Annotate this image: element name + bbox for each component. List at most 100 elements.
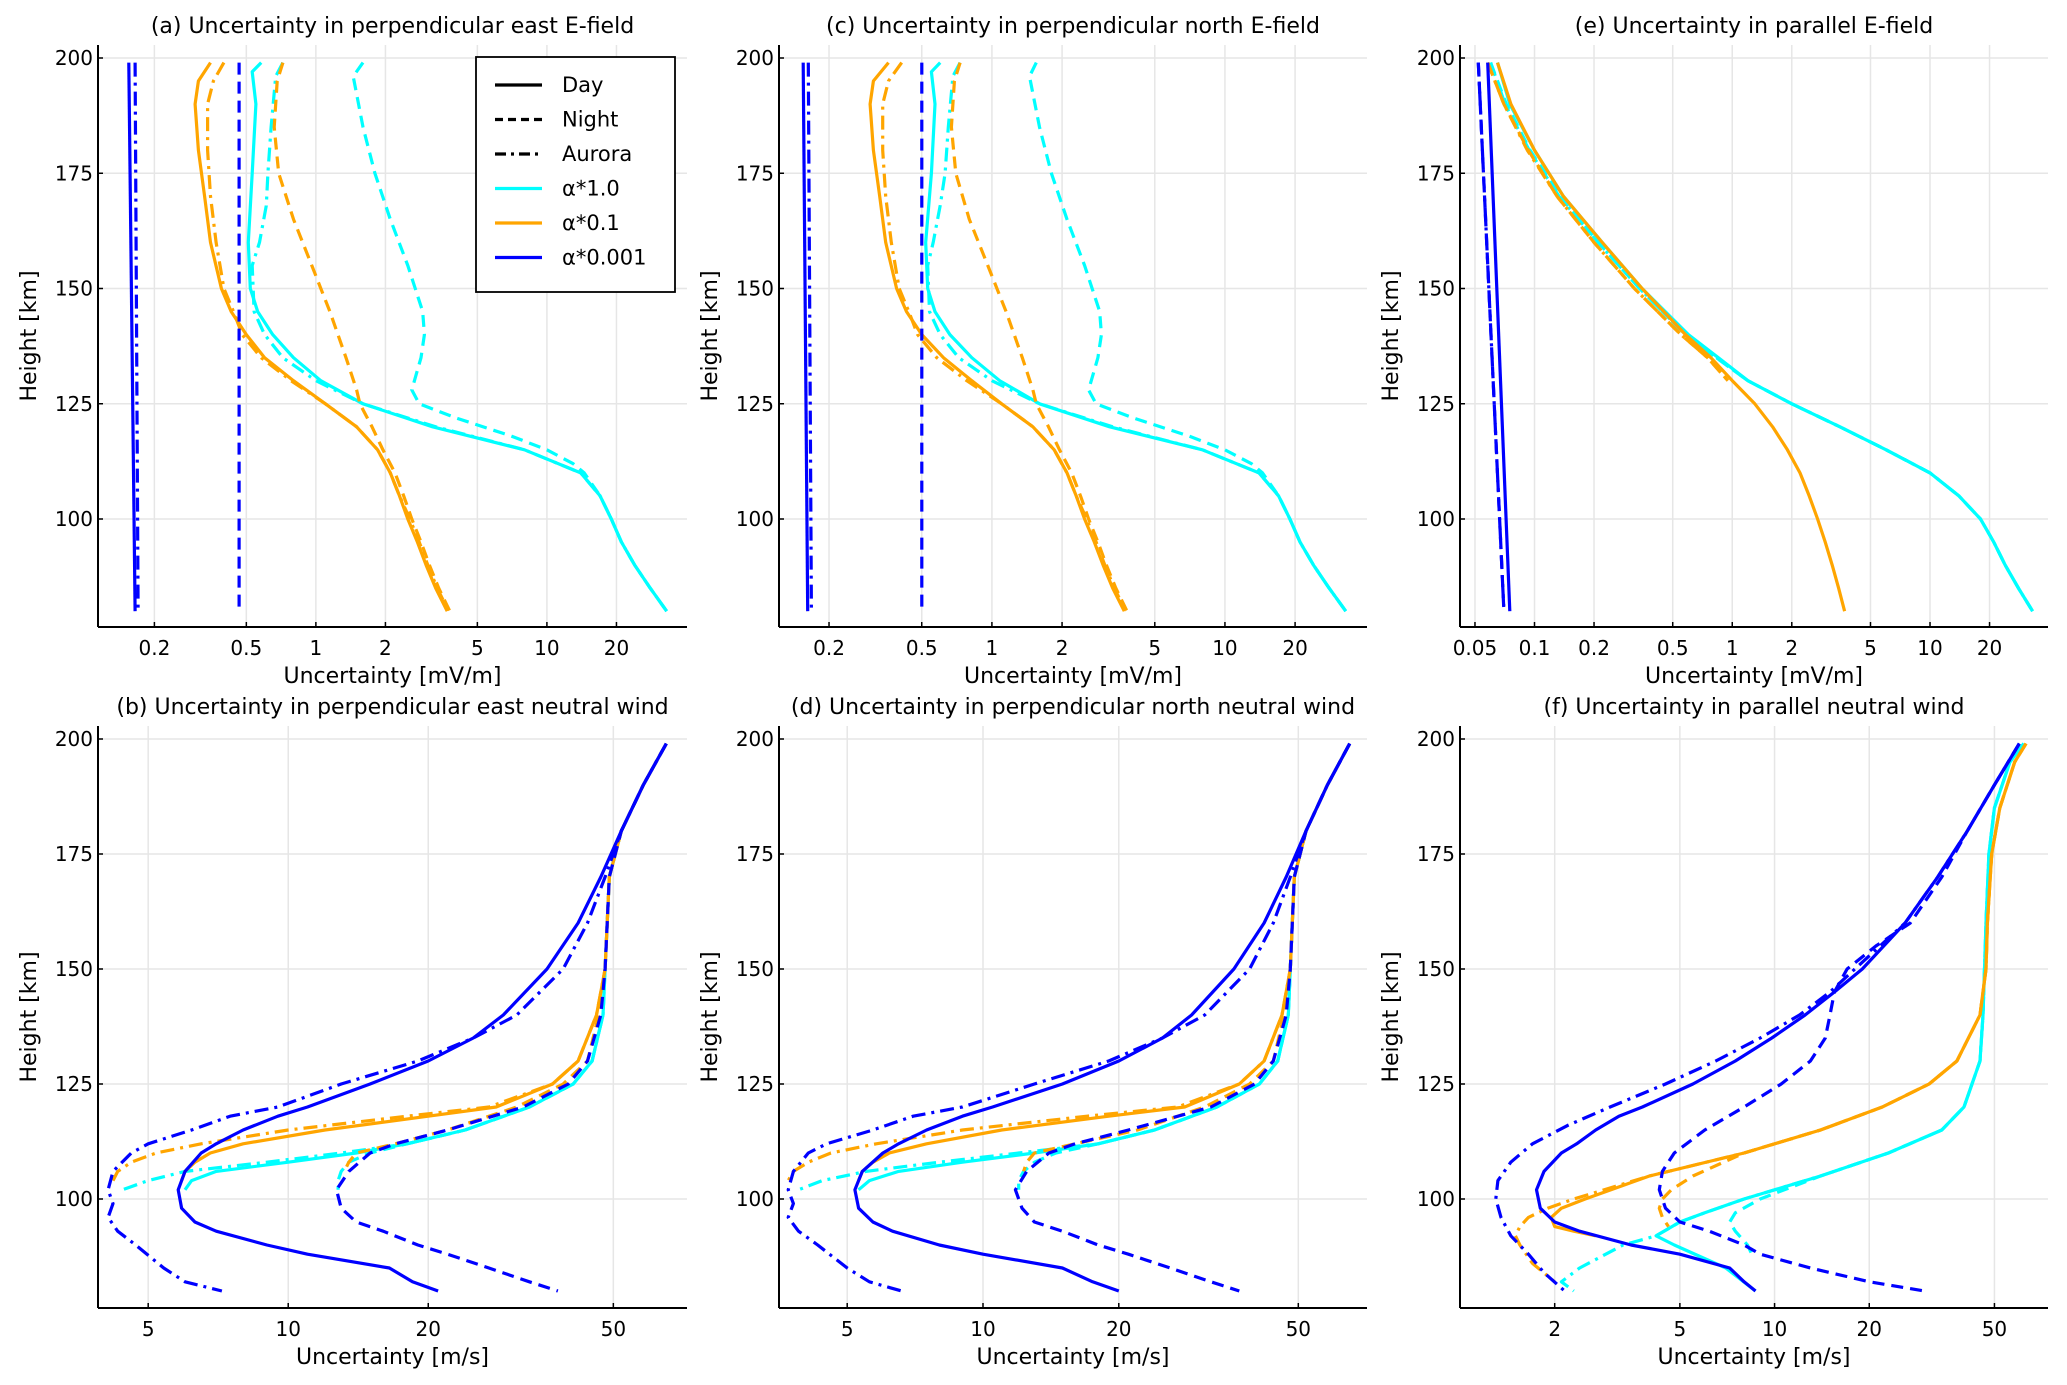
series-line--0-1-night — [1486, 62, 1730, 382]
x-axis-label: Uncertainty [mV/m] — [964, 664, 1182, 689]
series-line--0-1-aurora — [111, 742, 668, 1182]
panel-f: 2 5 10 20 50 100 125 150 175 200 (f) Uncertainty i… — [1379, 695, 2048, 1370]
x-tick-label: 20 — [1106, 1317, 1131, 1341]
series-line--0-1-aurora — [786, 742, 1352, 1182]
series-line--0-001-aurora — [133, 62, 140, 612]
y-axis-label: Height [km] — [1379, 951, 1404, 1082]
panel-title: (b) Uncertainty in perpendicular east ne… — [116, 695, 668, 720]
series-line--0-001-day — [801, 62, 810, 612]
series-group — [801, 61, 1348, 613]
x-axis-label: Uncertainty [m/s] — [296, 1345, 489, 1370]
x-tick-label: 50 — [1286, 1317, 1311, 1341]
series-line--1-0-night — [1027, 61, 1348, 613]
y-tick-label: 125 — [1417, 1072, 1455, 1096]
series-line--1-0-aurora — [250, 61, 669, 613]
series-line--0-001-day — [853, 742, 1352, 1293]
y-tick-label: 175 — [1417, 161, 1455, 185]
series-line--0-1-aurora — [1513, 742, 2028, 1284]
series-line--1-0-aurora — [926, 61, 1348, 613]
panel-title: (e) Uncertainty in parallel E-field — [1575, 14, 1933, 39]
series-line--0-001-night — [334, 742, 668, 1293]
x-tick-label: 5 — [1864, 636, 1877, 660]
series-line--0-1-day — [193, 61, 449, 612]
series-line--0-1-aurora — [206, 61, 450, 612]
series-line--1-0-night — [1728, 742, 2026, 1260]
x-tick-label: 0.5 — [1657, 636, 1689, 660]
series-line--0-1-day — [1549, 742, 2028, 1238]
y-tick-label: 175 — [736, 842, 774, 866]
x-axis-label: Uncertainty [m/s] — [977, 1345, 1170, 1370]
x-tick-label: 20 — [416, 1317, 441, 1341]
series-line--0-1-aurora — [1486, 62, 1730, 382]
series-line--0-001-day — [1534, 742, 2021, 1293]
y-axis-label: Height [km] — [17, 951, 42, 1082]
x-tick-label: 5 — [471, 636, 484, 660]
series-line--0-001-aurora — [106, 742, 668, 1293]
series-line--1-0-day — [857, 742, 1352, 1192]
legend-label: Day — [562, 73, 603, 97]
y-axis-label: Height [km] — [1379, 270, 1404, 401]
y-tick-label: 200 — [736, 727, 774, 751]
y-tick-label: 175 — [1417, 842, 1455, 866]
y-tick-label: 125 — [55, 392, 93, 416]
series-line--0-1-day — [1495, 62, 1847, 612]
series-line--0-001-day — [176, 742, 668, 1293]
y-tick-label: 150 — [736, 277, 774, 301]
y-tick-label: 150 — [55, 277, 93, 301]
y-tick-label: 100 — [1417, 1187, 1455, 1211]
x-tick-label: 0.2 — [1578, 636, 1610, 660]
series-line--0-001-night — [1657, 742, 2021, 1293]
x-tick-label: 20 — [604, 636, 629, 660]
y-tick-label: 125 — [1417, 392, 1455, 416]
panel-b: 5 10 20 50 100 125 150 175 200 (b) Uncertainty in… — [17, 695, 687, 1370]
y-tick-label: 125 — [55, 1072, 93, 1096]
x-tick-label: 0.5 — [230, 636, 262, 660]
y-tick-label: 200 — [55, 46, 93, 70]
x-tick-label: 10 — [1762, 1317, 1787, 1341]
x-tick-label: 1 — [1726, 636, 1739, 660]
panel-title: (a) Uncertainty in perpendicular east E-… — [151, 14, 634, 39]
y-tick-label: 175 — [55, 161, 93, 185]
y-tick-label: 125 — [736, 1072, 774, 1096]
x-axis-label: Uncertainty [mV/m] — [1645, 664, 1863, 689]
series-group — [1494, 742, 2028, 1293]
x-tick-label: 2 — [1785, 636, 1798, 660]
panel-d: 5 10 20 50 100 125 150 175 200 (d) Uncertainty in… — [698, 695, 1367, 1370]
y-tick-label: 175 — [55, 842, 93, 866]
y-tick-label: 100 — [55, 507, 93, 531]
legend-box — [475, 56, 676, 293]
series-line--0-1-day — [868, 61, 1126, 612]
series-group — [1476, 62, 2034, 613]
panel-title: (f) Uncertainty in parallel neutral wind — [1543, 695, 1964, 720]
series-line--0-001-aurora — [1494, 742, 2021, 1293]
series-line--1-0-aurora — [797, 742, 1352, 1192]
y-axis-label: Height [km] — [698, 270, 723, 401]
y-tick-label: 150 — [736, 957, 774, 981]
series-line--1-0-night — [1489, 62, 2034, 613]
y-tick-label: 150 — [1417, 957, 1455, 981]
x-tick-label: 10 — [275, 1317, 300, 1341]
y-axis-label: Height [km] — [17, 270, 42, 401]
x-tick-label: 50 — [1982, 1317, 2007, 1341]
x-tick-label: 20 — [1977, 636, 2002, 660]
series-line--1-0-day — [924, 61, 1348, 613]
series-line--0-001-day — [127, 62, 137, 612]
series-line--0-1-night — [1657, 742, 2028, 1228]
x-tick-label: 2 — [1548, 1317, 1561, 1341]
legend-label: Night — [562, 108, 618, 132]
legend: Day Night Aurora α*1.0 α*0.1 α*0.001 — [475, 56, 676, 293]
x-tick-label: 0.05 — [1453, 636, 1498, 660]
legend-label: α*0.001 — [562, 246, 646, 270]
panel-title: (d) Uncertainty in perpendicular north n… — [791, 695, 1355, 720]
x-tick-label: 50 — [601, 1317, 626, 1341]
y-tick-label: 150 — [55, 957, 93, 981]
x-tick-label: 0.2 — [813, 636, 845, 660]
x-tick-label: 20 — [1282, 636, 1307, 660]
series-line--0-001-aurora — [806, 62, 813, 612]
series-line--0-001-night — [1013, 742, 1352, 1293]
y-tick-label: 100 — [1417, 507, 1455, 531]
x-tick-label: 20 — [1857, 1317, 1882, 1341]
